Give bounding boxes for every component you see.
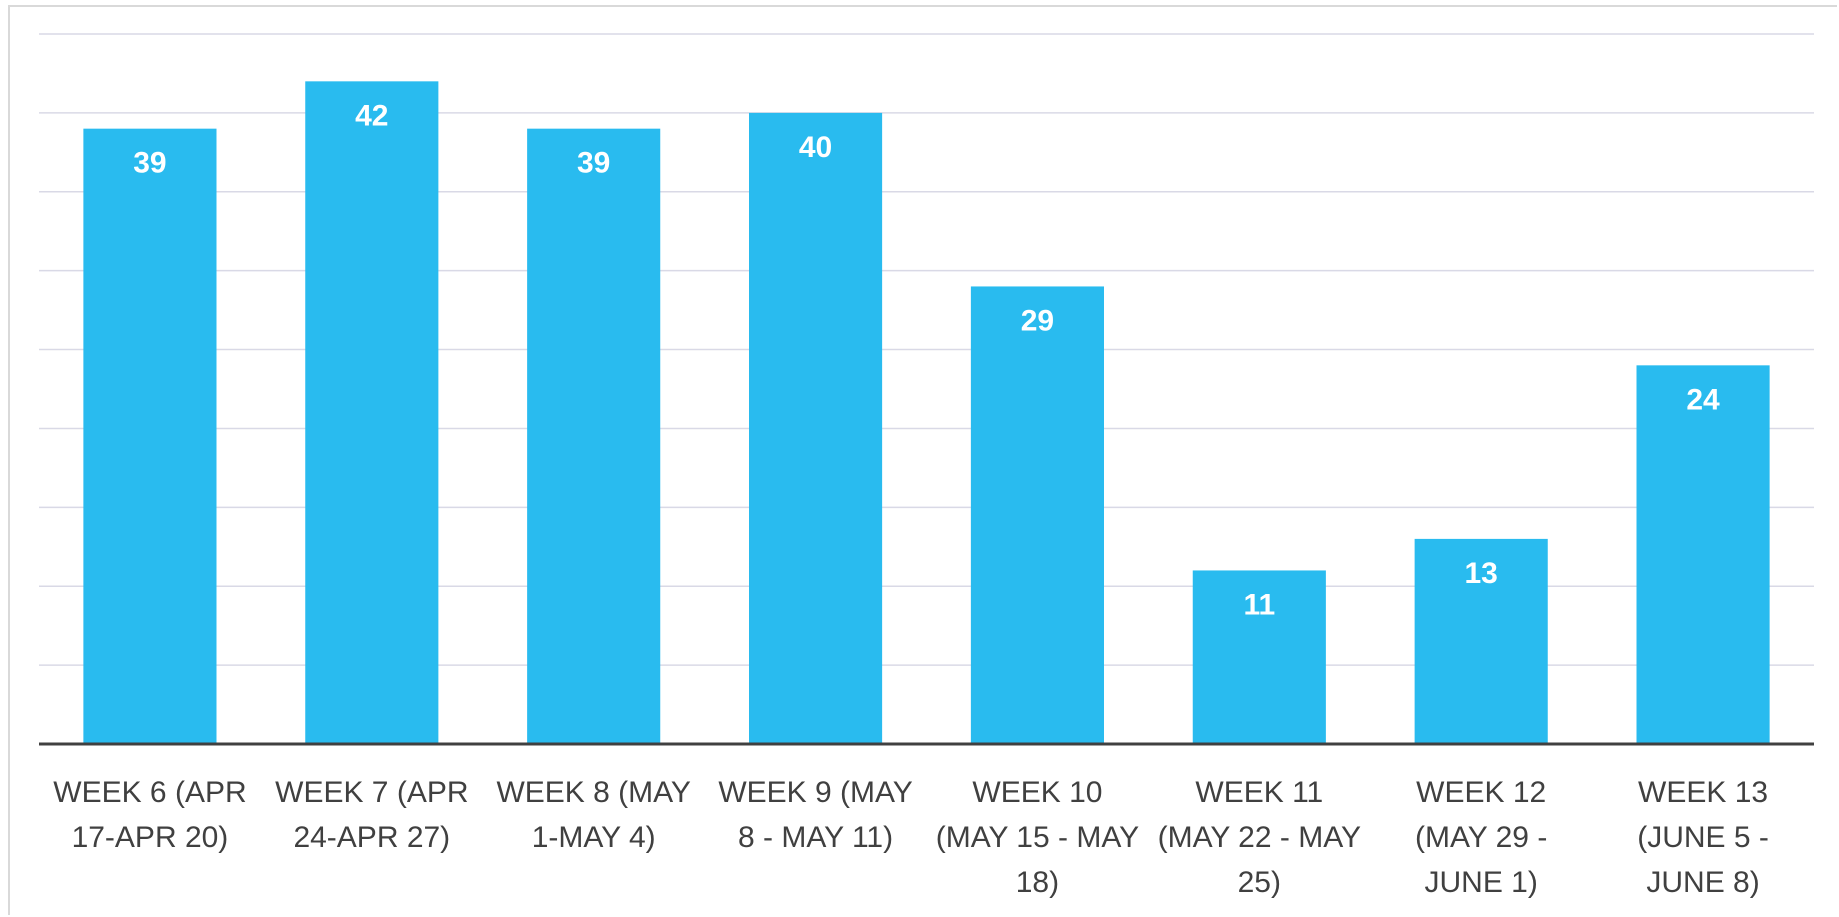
bar — [970, 286, 1104, 744]
bar — [83, 128, 217, 744]
bar — [305, 81, 439, 745]
data-label: 42 — [355, 99, 388, 132]
x-tick-label: WEEK 7 (APR 24-APR 27) — [275, 776, 469, 854]
bar — [1414, 538, 1548, 744]
data-label: 39 — [133, 147, 166, 180]
x-tick-label: WEEK 13 (JUNE 5 - JUNE 8) — [1637, 776, 1769, 899]
bar — [1192, 570, 1326, 744]
data-label: 40 — [799, 131, 832, 164]
data-label: 24 — [1686, 383, 1720, 416]
x-tick-label: WEEK 12 (MAY 29 - JUNE 1) — [1415, 776, 1548, 899]
bar — [527, 128, 661, 744]
x-tick-label: WEEK 10 (MAY 15 - MAY 18) — [935, 776, 1140, 899]
x-tick-label: WEEK 11 (MAY 22 - MAY 25) — [1157, 776, 1361, 899]
x-tick-label: WEEK 8 (MAY 1-MAY 4) — [496, 776, 691, 854]
bar — [1636, 365, 1770, 744]
chart-frame — [8, 5, 1837, 915]
x-tick-label: WEEK 6 (APR 17-APR 20) — [53, 776, 247, 854]
data-label: 11 — [1243, 588, 1275, 621]
bar — [749, 112, 883, 744]
data-label: 39 — [577, 147, 610, 180]
x-tick-label: WEEK 9 (MAY 8 - MAY 11) — [718, 776, 913, 854]
data-label: 13 — [1465, 557, 1498, 590]
data-label: 29 — [1021, 304, 1054, 337]
